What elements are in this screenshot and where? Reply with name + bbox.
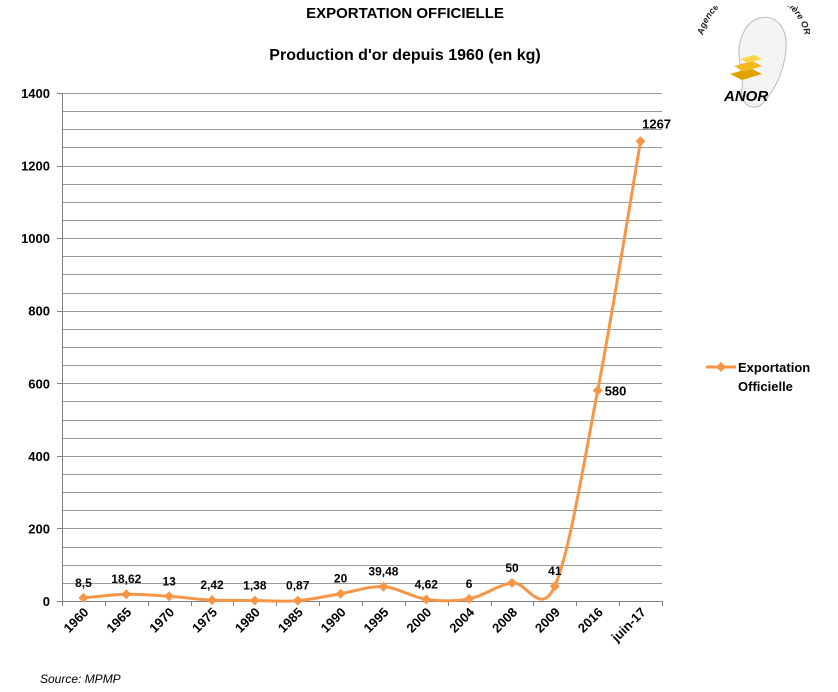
- x-tick-label: 2009: [532, 605, 563, 636]
- series-markers: [78, 136, 646, 606]
- x-tick-label: 2008: [489, 605, 520, 636]
- data-point-marker: [421, 594, 432, 605]
- y-tick-labels: 0 200 400 600 800 1000 1200 1400: [21, 86, 50, 609]
- y-tick-label: 800: [28, 304, 50, 319]
- data-label: 18,62: [111, 572, 141, 586]
- data-point-marker: [549, 581, 560, 592]
- x-tick-label: 1980: [232, 605, 263, 636]
- y-tick-label: 0: [43, 594, 50, 609]
- data-point-marker: [635, 136, 646, 147]
- x-tick-label: 1985: [275, 605, 306, 636]
- x-tick-label: 1990: [318, 605, 349, 636]
- source-note: Source: MPMP: [40, 672, 121, 686]
- svg-text:ANOR: ANOR: [723, 88, 768, 105]
- data-point-marker: [464, 593, 475, 604]
- anor-logo: Agence Nationale de la filière OR ANOR: [690, 0, 813, 116]
- x-tick-label: 1975: [189, 605, 220, 636]
- data-point-marker: [249, 595, 260, 606]
- x-tick-label: 1970: [146, 605, 177, 636]
- data-label: 1,38: [243, 578, 267, 592]
- chart-subtitle: Production d'or depuis 1960 (en kg): [269, 47, 541, 64]
- data-point-marker: [164, 591, 175, 602]
- data-label: 20: [334, 572, 348, 586]
- x-tick-label: 1995: [360, 605, 391, 636]
- gridlines: [62, 93, 662, 584]
- data-point-marker: [207, 595, 217, 606]
- y-tick-label: 200: [28, 521, 50, 536]
- x-tick-label: 2004: [446, 604, 478, 636]
- y-tick-label: 1400: [21, 86, 50, 101]
- y-tick-label: 400: [28, 449, 50, 464]
- y-tick-label: 1000: [21, 231, 50, 246]
- y-tick-label: 1200: [21, 159, 50, 174]
- data-label: 2,42: [200, 578, 224, 592]
- data-label: 4,62: [415, 577, 439, 591]
- x-tick-label: 1965: [103, 605, 134, 636]
- axes: [57, 93, 663, 606]
- y-tick-label: 600: [28, 376, 50, 391]
- data-label: 50: [505, 561, 519, 575]
- series-line-exportation: [83, 141, 643, 603]
- data-point-marker: [378, 581, 389, 592]
- data-label: 13: [162, 574, 176, 588]
- data-label: 8,5: [75, 576, 92, 590]
- legend-label: Exportation Officielle: [738, 360, 811, 394]
- data-label: 1267: [642, 116, 671, 131]
- x-tick-label: 2000: [403, 605, 434, 636]
- x-tick-label: 2016: [575, 605, 606, 636]
- data-point-marker: [335, 588, 346, 599]
- data-label: 580: [605, 384, 627, 399]
- data-labels: 8,5 18,62 13 2,42 1,38 0,87 20 39,48 4,62 6 50 41 58…: [75, 116, 671, 592]
- data-label: 0,87: [286, 579, 310, 593]
- x-tick-label: juin-17: [608, 605, 649, 646]
- data-label: 41: [548, 564, 562, 578]
- data-label: 39,48: [368, 565, 398, 579]
- data-point-marker: [78, 592, 89, 603]
- legend-marker: [706, 362, 736, 372]
- x-tick-labels: 1960 1965 1970 1975 1980 1985 1990 1995 2000 2004…: [60, 604, 648, 645]
- data-point-marker: [507, 577, 517, 588]
- x-tick-label: 1960: [60, 605, 91, 636]
- data-label: 6: [466, 577, 473, 591]
- data-point-marker: [121, 589, 132, 600]
- chart-title: EXPORTATION OFFICIELLE: [306, 5, 504, 22]
- data-point-marker: [592, 385, 603, 396]
- data-point-marker: [292, 595, 303, 606]
